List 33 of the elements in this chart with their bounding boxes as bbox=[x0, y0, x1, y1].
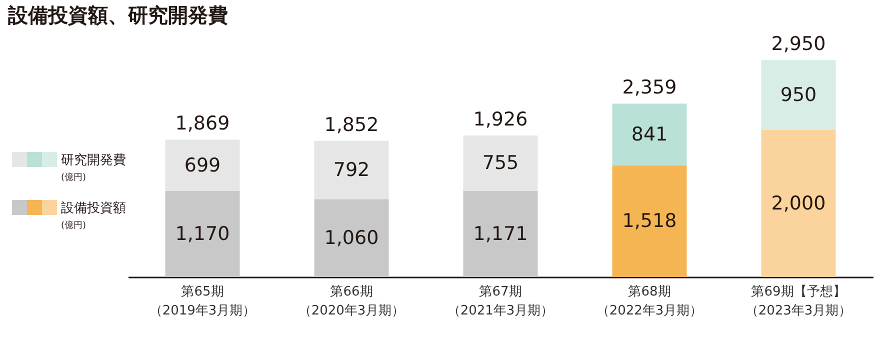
data-label: 1,060 bbox=[324, 227, 379, 250]
data-label: 755 bbox=[482, 152, 519, 174]
data-label: 699 bbox=[184, 154, 221, 176]
legend-label: 研究開発費(億円) bbox=[61, 153, 126, 183]
total-label: 2,359 bbox=[622, 76, 677, 99]
bar bbox=[463, 135, 538, 191]
total-label: 1,852 bbox=[324, 114, 379, 136]
x-tick-label: 第69期【予想】（2023年3月期） bbox=[745, 284, 852, 318]
x-tick-label: 第67期（2021年3月期） bbox=[447, 284, 554, 318]
x-tick-label: 第68期（2022年3月期） bbox=[596, 284, 703, 318]
data-label: 950 bbox=[780, 84, 817, 106]
bar bbox=[165, 140, 240, 192]
data-label: 1,518 bbox=[622, 210, 677, 232]
bar bbox=[612, 104, 687, 166]
bar bbox=[463, 190, 538, 277]
bar bbox=[314, 199, 389, 277]
bar bbox=[761, 130, 836, 277]
bar bbox=[612, 165, 687, 277]
total-label: 2,950 bbox=[771, 33, 826, 56]
x-tick-label: 第66期（2020年3月期） bbox=[298, 284, 405, 318]
x-tick-label: 第65期（2019年3月期） bbox=[149, 284, 256, 318]
bar bbox=[761, 60, 836, 130]
data-label: 2,000 bbox=[771, 192, 826, 215]
total-label: 1,869 bbox=[175, 112, 230, 135]
chart-title: 設備投資額、研究開発費 bbox=[7, 3, 228, 27]
data-label: 1,171 bbox=[473, 222, 528, 245]
bar bbox=[165, 191, 240, 277]
data-label: 841 bbox=[631, 124, 668, 146]
bar bbox=[314, 140, 389, 200]
legend-label: 設備投資額(億円) bbox=[61, 201, 126, 231]
total-label: 1,926 bbox=[473, 108, 528, 130]
data-label: 792 bbox=[333, 158, 370, 181]
data-label: 1,170 bbox=[175, 223, 230, 246]
